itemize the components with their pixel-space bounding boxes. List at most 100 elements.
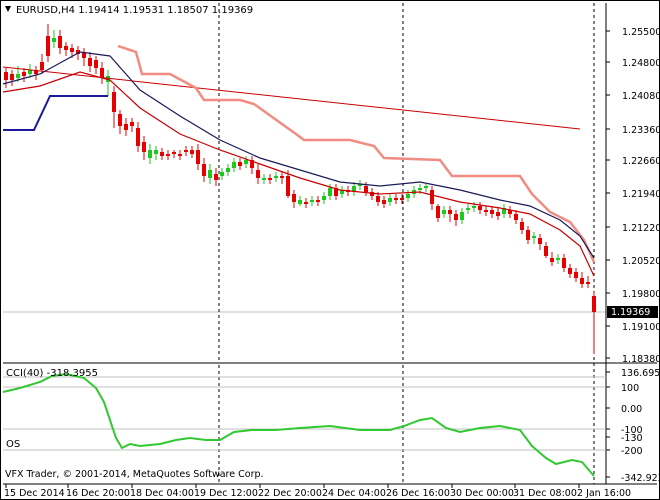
candle[interactable] [544,242,548,258]
candle[interactable] [466,204,470,214]
candle[interactable] [238,158,242,170]
candle[interactable] [268,174,272,184]
candle[interactable] [352,182,356,196]
time-tick-label: 2 Jan 16:00 [577,488,631,499]
candle[interactable] [208,164,212,184]
chart-menu-icon[interactable] [5,6,11,12]
candle[interactable] [394,194,398,204]
candle[interactable] [106,70,110,96]
candle[interactable] [400,194,404,204]
candle[interactable] [172,150,176,158]
candle[interactable] [520,218,524,234]
time-tick-label: 26 Dec 16:00 [386,488,450,499]
main-pane[interactable] [3,3,606,484]
candlesticks[interactable] [4,24,596,354]
candle[interactable] [274,172,278,182]
candle[interactable] [322,192,326,204]
candle[interactable] [94,56,98,74]
candle[interactable] [580,272,584,288]
candle[interactable] [550,252,554,266]
candle[interactable] [388,194,392,206]
candle[interactable] [100,62,104,84]
candle[interactable] [118,110,122,134]
candle[interactable] [304,198,308,208]
candle[interactable] [178,150,182,160]
candle[interactable] [196,144,200,170]
candle[interactable] [112,86,116,128]
candle[interactable] [244,156,248,168]
candle[interactable] [136,122,140,152]
candle[interactable] [154,146,158,160]
candle[interactable] [70,44,74,58]
candle[interactable] [34,66,38,80]
candle[interactable] [454,210,458,226]
candle[interactable] [508,206,512,218]
candle[interactable] [478,202,482,214]
candle[interactable] [202,158,206,182]
candle[interactable] [448,206,452,222]
candle[interactable] [52,30,56,48]
candle[interactable] [568,264,572,278]
candle[interactable] [4,68,8,88]
candle[interactable] [316,196,320,206]
candle[interactable] [28,64,32,78]
candle[interactable] [130,118,134,132]
candle[interactable] [340,186,344,198]
copyright-text: VFX Trader, © 2001-2014, MetaQuotes Soft… [5,469,264,480]
candle[interactable] [538,234,542,250]
candle[interactable] [526,226,530,244]
candle[interactable] [370,188,374,200]
candle[interactable] [490,206,494,218]
candle[interactable] [532,232,536,244]
candle[interactable] [64,42,68,56]
candle[interactable] [40,54,44,74]
candle[interactable] [430,186,434,210]
candle[interactable] [334,184,338,200]
candle[interactable] [496,208,500,220]
candle[interactable] [514,210,518,224]
candle[interactable] [58,30,62,54]
candle[interactable] [88,52,92,72]
price-tick-label: 1.24080 [622,91,660,102]
candle[interactable] [250,156,254,174]
candle[interactable] [502,204,506,218]
candle[interactable] [124,118,128,136]
candle[interactable] [22,68,26,82]
candle[interactable] [592,292,596,354]
candle[interactable] [214,168,218,186]
candle[interactable] [382,196,386,208]
price-tick-label: 1.25500 [622,27,660,38]
candle[interactable] [484,206,488,216]
candle[interactable] [358,180,362,190]
candle[interactable] [142,136,146,160]
candle[interactable] [574,268,578,282]
candle[interactable] [190,146,194,158]
candle[interactable] [184,146,188,156]
candle[interactable] [424,184,428,192]
candle[interactable] [256,164,260,184]
candle[interactable] [220,168,224,180]
candle[interactable] [406,190,410,202]
candle[interactable] [436,204,440,222]
candle[interactable] [280,172,284,184]
candle[interactable] [442,206,446,218]
candle[interactable] [148,144,152,164]
candle[interactable] [160,148,164,160]
candle[interactable] [46,24,50,62]
candle[interactable] [232,158,236,172]
candle[interactable] [310,196,314,206]
candle[interactable] [562,254,566,272]
candle[interactable] [298,196,302,206]
candle[interactable] [82,48,86,66]
candle[interactable] [10,70,14,86]
candle[interactable] [460,208,464,224]
candle[interactable] [226,164,230,176]
candle[interactable] [292,190,296,208]
candle[interactable] [166,150,170,160]
candle[interactable] [556,254,560,264]
candle[interactable] [586,276,590,288]
candle[interactable] [262,174,266,184]
candle[interactable] [286,170,290,198]
